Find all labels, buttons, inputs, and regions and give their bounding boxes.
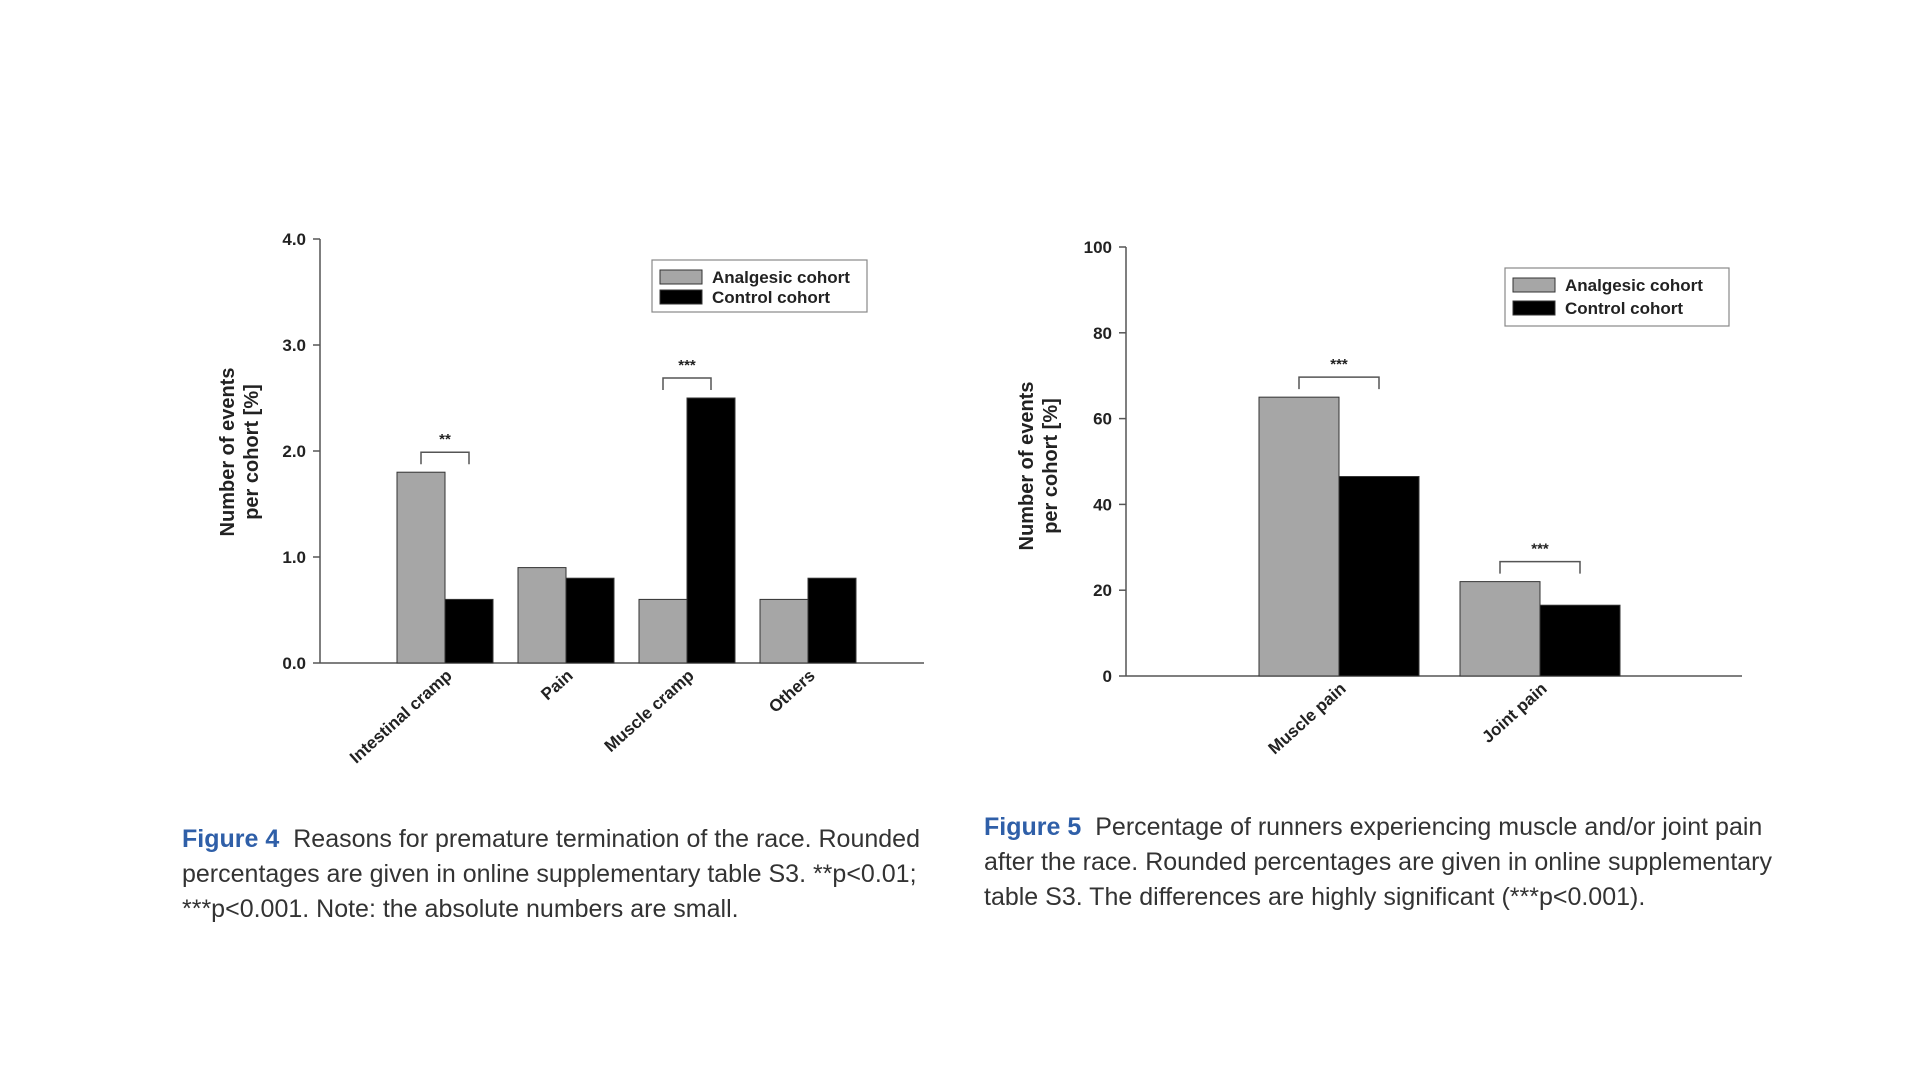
- figure-label: Figure 5: [984, 813, 1082, 841]
- bar: [396, 471, 446, 664]
- bar: [638, 598, 688, 664]
- y-axis-label-line: per cohort [%]: [1040, 398, 1062, 534]
- y-axis-label: Number of events per cohort [%]: [1016, 382, 1062, 551]
- x-tick-label: Pain: [537, 666, 576, 704]
- significance-label: ***: [1330, 356, 1348, 373]
- x-tick-label: Others: [765, 666, 818, 717]
- y-axis-label-line: Number of events: [1016, 382, 1038, 551]
- figure-label: Figure 4: [182, 825, 280, 853]
- legend-label: Control cohort: [1565, 299, 1683, 318]
- significance-bracket: [1298, 376, 1380, 390]
- y-axis-label-line: per cohort [%]: [241, 384, 263, 520]
- bar: [759, 598, 809, 664]
- significance-label: ***: [1531, 541, 1549, 558]
- significance-bracket: [1499, 560, 1581, 574]
- bar: [565, 577, 615, 664]
- y-axis-label-line: Number of events: [217, 368, 239, 537]
- bar: [686, 397, 736, 664]
- bar: [1258, 396, 1340, 677]
- legend-label: Control cohort: [712, 288, 830, 307]
- legend-swatch: [659, 289, 703, 305]
- y-tick-label: 80: [1093, 324, 1112, 343]
- significance-label: **: [439, 431, 451, 448]
- significance-label: ***: [678, 357, 696, 374]
- legend-swatch: [1512, 277, 1556, 293]
- caption-text: Reasons for premature termination of the…: [182, 825, 920, 923]
- legend-label: Analgesic cohort: [712, 268, 850, 287]
- bar: [807, 577, 857, 664]
- y-tick-label: 0: [1103, 667, 1112, 686]
- y-tick-label: 60: [1093, 410, 1112, 429]
- y-tick-label: 3.0: [282, 336, 306, 355]
- y-tick-label: 4.0: [282, 230, 306, 249]
- significance-bracket: [420, 451, 470, 465]
- y-tick-label: 2.0: [282, 442, 306, 461]
- legend-swatch: [1512, 300, 1556, 316]
- figure-caption: Figure 5 Percentage of runners experienci…: [984, 810, 1784, 915]
- legend-label: Analgesic cohort: [1565, 276, 1703, 295]
- figure-caption: Figure 4 Reasons for premature terminatio…: [182, 822, 972, 927]
- x-tick-label: Muscle cramp: [601, 666, 698, 756]
- caption-text: Percentage of runners experiencing muscl…: [984, 813, 1773, 911]
- legend-swatch: [659, 269, 703, 285]
- y-tick-label: 100: [1084, 238, 1112, 257]
- y-tick-label: 1.0: [282, 548, 306, 567]
- significance-bracket: [662, 377, 712, 390]
- bar: [1459, 581, 1541, 677]
- x-tick-label: Muscle pain: [1265, 679, 1350, 758]
- bar: [517, 567, 567, 664]
- x-tick-label: Intestinal cramp: [346, 666, 456, 767]
- y-tick-label: 40: [1093, 495, 1112, 514]
- bar: [1539, 604, 1621, 677]
- bar: [444, 598, 494, 664]
- y-axis-label: Number of events per cohort [%]: [217, 368, 263, 537]
- bar: [1338, 476, 1420, 677]
- x-tick-label: Joint pain: [1478, 679, 1550, 747]
- y-tick-label: 20: [1093, 581, 1112, 600]
- y-tick-label: 0.0: [282, 654, 306, 673]
